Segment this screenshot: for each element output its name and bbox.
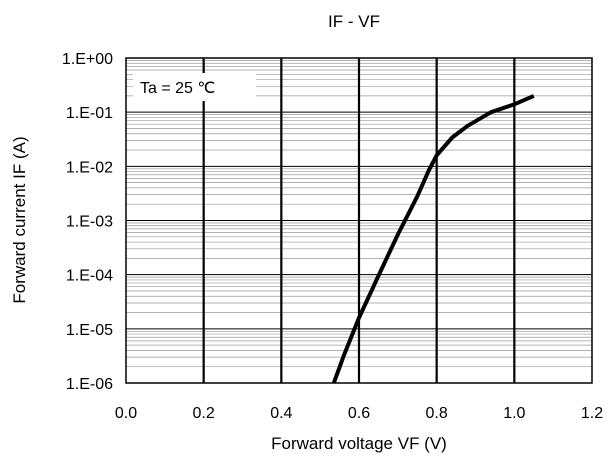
annotation-text: Ta = 25 ℃ — [140, 80, 215, 97]
y-tick-label: 1.E-02 — [66, 159, 113, 176]
x-tick-label: 1.0 — [503, 405, 525, 422]
x-tick-label: 0.2 — [193, 405, 215, 422]
x-tick-label: 0.0 — [115, 405, 137, 422]
plot-frame — [125, 57, 593, 384]
series-layer — [331, 94, 535, 384]
x-tick-label: 0.4 — [270, 405, 292, 422]
annotation-background — [133, 73, 256, 101]
x-tick-label: 1.2 — [581, 405, 603, 422]
major-grid — [126, 57, 592, 384]
y-tick-label: 1.E+00 — [62, 51, 113, 68]
x-tick-labels: 0.0 0.2 0.4 0.6 0.8 1.0 1.2 — [115, 405, 603, 422]
chart-title: IF - VF — [328, 12, 380, 31]
y-tick-label: 1.E-03 — [66, 214, 113, 231]
y-tick-label: 1.E-06 — [66, 376, 113, 393]
series-line — [331, 94, 535, 384]
y-tick-label: 1.E-04 — [66, 268, 113, 285]
y-tick-label: 1.E-01 — [66, 105, 113, 122]
x-tick-label: 0.6 — [348, 405, 370, 422]
x-tick-label: 0.8 — [426, 405, 448, 422]
annotation-box: Ta = 25 ℃ — [133, 73, 256, 101]
y-tick-label: 1.E-05 — [66, 322, 113, 339]
x-axis-title: Forward voltage VF (V) — [271, 434, 447, 453]
y-tick-labels: 1.E-06 1.E-05 1.E-04 1.E-03 1.E-02 1.E-01 1.E+… — [62, 51, 113, 393]
y-axis-title: Forward current IF (A) — [10, 136, 29, 303]
